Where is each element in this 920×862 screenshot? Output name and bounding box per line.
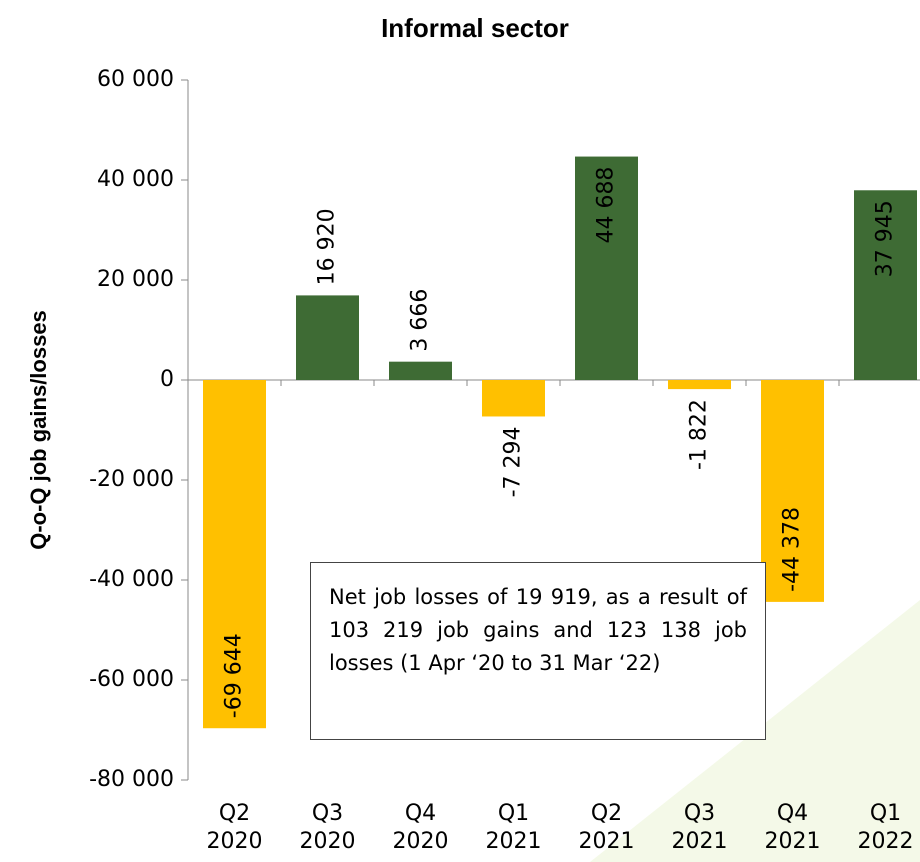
bar	[761, 380, 824, 602]
y-tick-label: 20 000	[97, 267, 174, 292]
value-label: 44 688	[594, 167, 619, 244]
value-label: 37 945	[873, 200, 898, 277]
value-label: 3 666	[408, 289, 433, 352]
bar	[389, 361, 452, 380]
x-tick-label: Q4 2021	[764, 801, 821, 854]
y-tick-label: -60 000	[89, 667, 174, 692]
value-label: -44 378	[780, 507, 805, 592]
value-label: -69 644	[222, 633, 247, 718]
bar	[854, 190, 917, 380]
y-tick-label: -40 000	[89, 567, 174, 592]
x-tick-label: Q2 2021	[578, 801, 635, 854]
bar	[482, 380, 545, 417]
y-tick-label: -20 000	[89, 467, 174, 492]
bar	[203, 380, 266, 729]
y-tick-label: 0	[160, 367, 174, 392]
y-tick-label: 60 000	[97, 67, 174, 92]
chart-title: Informal sector	[381, 13, 569, 43]
x-tick-label: Q4 2020	[392, 801, 449, 854]
bar	[296, 295, 359, 380]
bar	[575, 156, 638, 380]
x-tick-label: Q1 2022	[857, 801, 914, 854]
bar	[668, 380, 731, 390]
x-tick-label: Q2 2020	[206, 801, 263, 854]
x-tick-label: Q1 2021	[485, 801, 542, 854]
value-label: 16 920	[315, 208, 340, 285]
x-tick-label: Q3 2020	[299, 801, 356, 854]
value-label: -1 822	[687, 399, 712, 470]
annotation: Net job losses of 19 919, as a result of…	[310, 562, 766, 740]
y-tick-label: 40 000	[97, 167, 174, 192]
x-tick-label: Q3 2021	[671, 801, 728, 854]
y-tick-label: -80 000	[89, 767, 174, 792]
y-axis-label: Q-o-Q job gains/losses	[26, 310, 51, 550]
value-label: -7 294	[501, 426, 526, 497]
